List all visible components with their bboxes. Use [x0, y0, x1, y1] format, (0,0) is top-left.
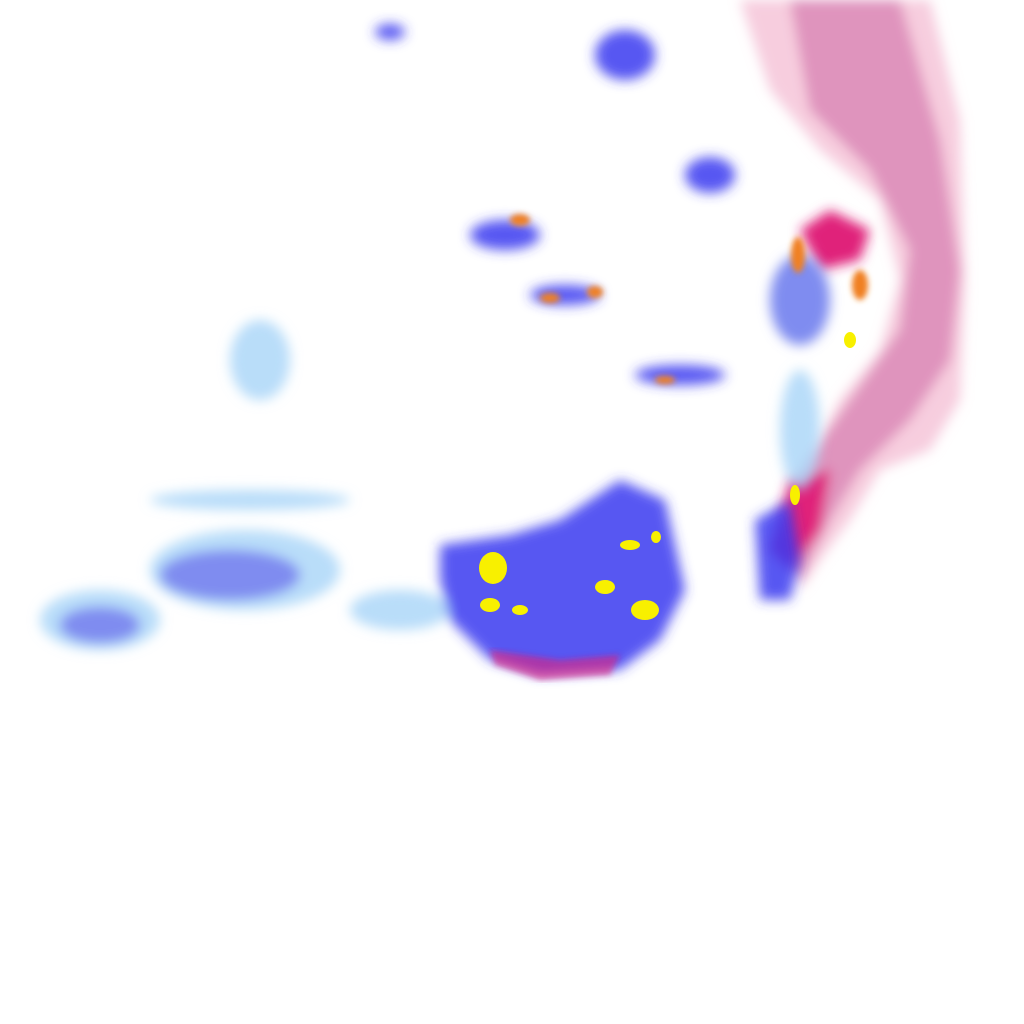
rain-heavy-region: [470, 220, 540, 250]
rain-moderate-region: [60, 607, 140, 643]
rain-intense-cell: [587, 286, 603, 298]
rain-light-region: [150, 490, 350, 510]
rain-heavy-region: [755, 500, 800, 600]
rain-heavy-region: [375, 24, 405, 40]
rain-moderate-region: [770, 255, 830, 345]
rain-extreme-cell: [512, 605, 528, 615]
mixed-band-outline: [490, 650, 620, 680]
rain-regions: [40, 24, 830, 675]
rain-heavy-region: [685, 157, 735, 193]
rain-extreme-cell: [480, 598, 500, 612]
rain-extreme-cell: [620, 540, 640, 550]
rain-heavy-region: [440, 480, 685, 675]
rain-intense-cell: [852, 270, 868, 300]
rain-extreme-cell: [651, 531, 661, 543]
rain-intense-cell: [510, 214, 530, 226]
intense-cells: [510, 214, 868, 384]
rain-heavy-region: [635, 365, 725, 385]
rain-intense-cell: [540, 293, 560, 303]
rain-light-region: [780, 370, 820, 490]
mixed-heavy-region-2: [800, 210, 870, 270]
rain-extreme-cell: [844, 332, 856, 348]
rain-intense-cell: [791, 237, 805, 273]
rain-extreme-cell: [790, 485, 800, 505]
rain-light-region: [350, 590, 450, 630]
rain-extreme-cell: [595, 580, 615, 594]
rain-moderate-region: [160, 550, 300, 600]
mixed-moderate-region: [780, 0, 960, 580]
extreme-cells: [479, 332, 856, 620]
rain-extreme-cell: [631, 600, 659, 620]
rain-light-region: [230, 320, 290, 400]
rain-extreme-cell: [479, 552, 507, 584]
rain-intense-cell: [655, 376, 675, 384]
mixed-pink-band-south: [490, 650, 620, 680]
rain-heavy-region: [595, 30, 655, 80]
